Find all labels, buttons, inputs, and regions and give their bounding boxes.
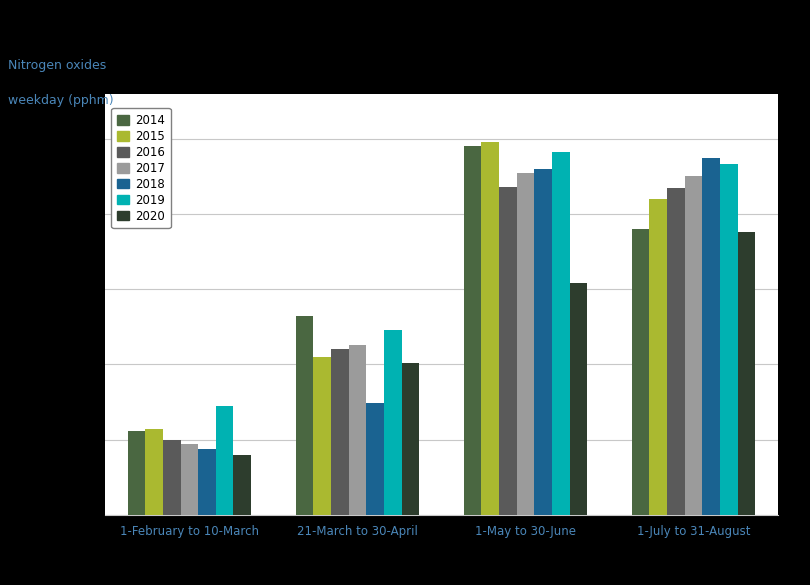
Bar xyxy=(313,357,331,515)
Bar xyxy=(348,345,366,515)
Bar xyxy=(233,455,251,515)
Bar xyxy=(499,187,517,515)
Bar xyxy=(535,169,552,515)
Bar xyxy=(684,176,702,515)
Bar xyxy=(198,449,215,515)
Bar xyxy=(702,159,720,515)
Legend: 2014, 2015, 2016, 2017, 2018, 2019, 2020: 2014, 2015, 2016, 2017, 2018, 2019, 2020 xyxy=(111,108,171,228)
Bar xyxy=(463,146,481,515)
Bar xyxy=(738,232,756,515)
Bar xyxy=(384,330,402,515)
Bar xyxy=(145,429,163,515)
Bar xyxy=(331,349,348,515)
Bar xyxy=(366,404,384,515)
Bar xyxy=(552,152,569,515)
Text: weekday (pphm): weekday (pphm) xyxy=(8,94,113,106)
Bar xyxy=(481,142,499,515)
Title: Newcastle (Lower Hunter): Newcastle (Lower Hunter) xyxy=(319,68,564,87)
Bar xyxy=(667,188,684,515)
Bar xyxy=(650,199,667,515)
Bar xyxy=(127,431,145,515)
Bar xyxy=(296,316,313,515)
Bar xyxy=(181,444,198,515)
Text: Nitrogen oxides: Nitrogen oxides xyxy=(8,58,106,71)
Bar xyxy=(720,164,738,515)
Bar xyxy=(215,407,233,515)
Bar xyxy=(517,173,535,515)
Bar xyxy=(569,283,587,515)
Bar xyxy=(402,363,420,515)
Bar xyxy=(632,229,650,515)
Bar xyxy=(163,439,181,515)
